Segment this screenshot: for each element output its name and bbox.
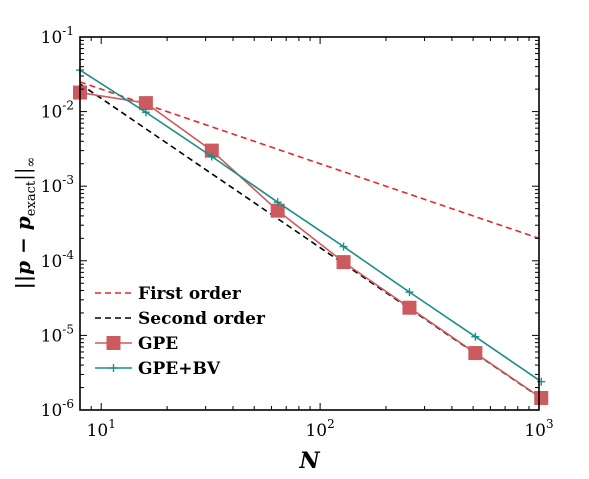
x-tick-label-base: 10 (305, 421, 327, 441)
y-tick-label-base: 10 (41, 252, 63, 272)
legend: First order Second order GPE GPE+BV (95, 284, 266, 379)
y-axis-label: ||p − pexact||∞ (11, 157, 39, 290)
data-point-plus (207, 152, 216, 161)
data-point-square (336, 255, 351, 270)
y-tick-label: 10-3 (41, 173, 74, 197)
data-point-plus (339, 242, 348, 251)
series-line (80, 69, 539, 382)
y-tick-label: 10-6 (41, 397, 74, 421)
legend-label: GPE (138, 334, 178, 354)
y-tick-label-exp: -1 (62, 24, 74, 38)
legend-entry: GPE+BV (95, 359, 221, 379)
y-tick-label-base: 10 (41, 326, 63, 346)
y-tick-label-exp: -2 (62, 99, 74, 113)
y-tick-label-exp: -4 (62, 248, 74, 262)
series-layer (73, 66, 549, 405)
series-gpe (73, 85, 549, 405)
y-tick-label-exp: -5 (62, 322, 74, 336)
y-tick-label-base: 10 (41, 28, 63, 48)
data-point-square (468, 346, 483, 361)
x-tick-label-exp: 1 (108, 417, 116, 431)
x-tick-label-base: 10 (87, 421, 109, 441)
y-label-sub: exact (24, 180, 39, 216)
legend-entry: Second order (95, 309, 266, 329)
y-tick-label-base: 10 (41, 103, 63, 123)
x-tick-label-exp: 2 (327, 417, 335, 431)
legend-entry: First order (95, 284, 242, 304)
data-point-plus (471, 332, 480, 341)
y-label-inf: ∞ (24, 157, 39, 168)
data-point-square (534, 390, 549, 405)
data-point-square (138, 96, 153, 111)
series-line (80, 91, 539, 398)
y-tick-label: 10-2 (41, 99, 74, 123)
y-tick-label-exp: -3 (62, 173, 74, 187)
svg-text:||p − pexact||∞: ||p − pexact||∞ (11, 157, 39, 290)
x-axis-label: N (298, 448, 320, 474)
y-tick-label-exp: -6 (62, 397, 74, 411)
y-tick-label-base: 10 (41, 177, 63, 197)
legend-entry: GPE (95, 334, 178, 354)
series-line (80, 81, 539, 240)
data-point-plus (405, 288, 414, 297)
data-point-square (106, 336, 121, 350)
y-tick-label: 10-4 (41, 248, 75, 272)
legend-label: GPE+BV (138, 359, 221, 379)
plot-frame (79, 36, 540, 411)
data-point-plus (109, 364, 118, 372)
y-tick-label: 10-1 (41, 24, 74, 48)
y-tick-label: 10-5 (41, 322, 74, 346)
data-point-square (402, 300, 417, 315)
legend-label: Second order (138, 309, 266, 329)
x-tick-label: 103 (524, 417, 553, 441)
x-tick-label-exp: 3 (546, 417, 554, 431)
y-label-close: || (11, 167, 36, 180)
y-tick-label-base: 10 (41, 401, 63, 421)
x-tick-label-base: 10 (524, 421, 546, 441)
legend-label: First order (138, 284, 242, 304)
y-label-main: ||p − p (11, 216, 35, 289)
series-first-order (80, 81, 539, 240)
x-tick-label: 102 (305, 417, 334, 441)
data-point-plus (273, 198, 282, 207)
x-tick-label: 101 (87, 417, 116, 441)
data-point-plus (141, 108, 150, 117)
